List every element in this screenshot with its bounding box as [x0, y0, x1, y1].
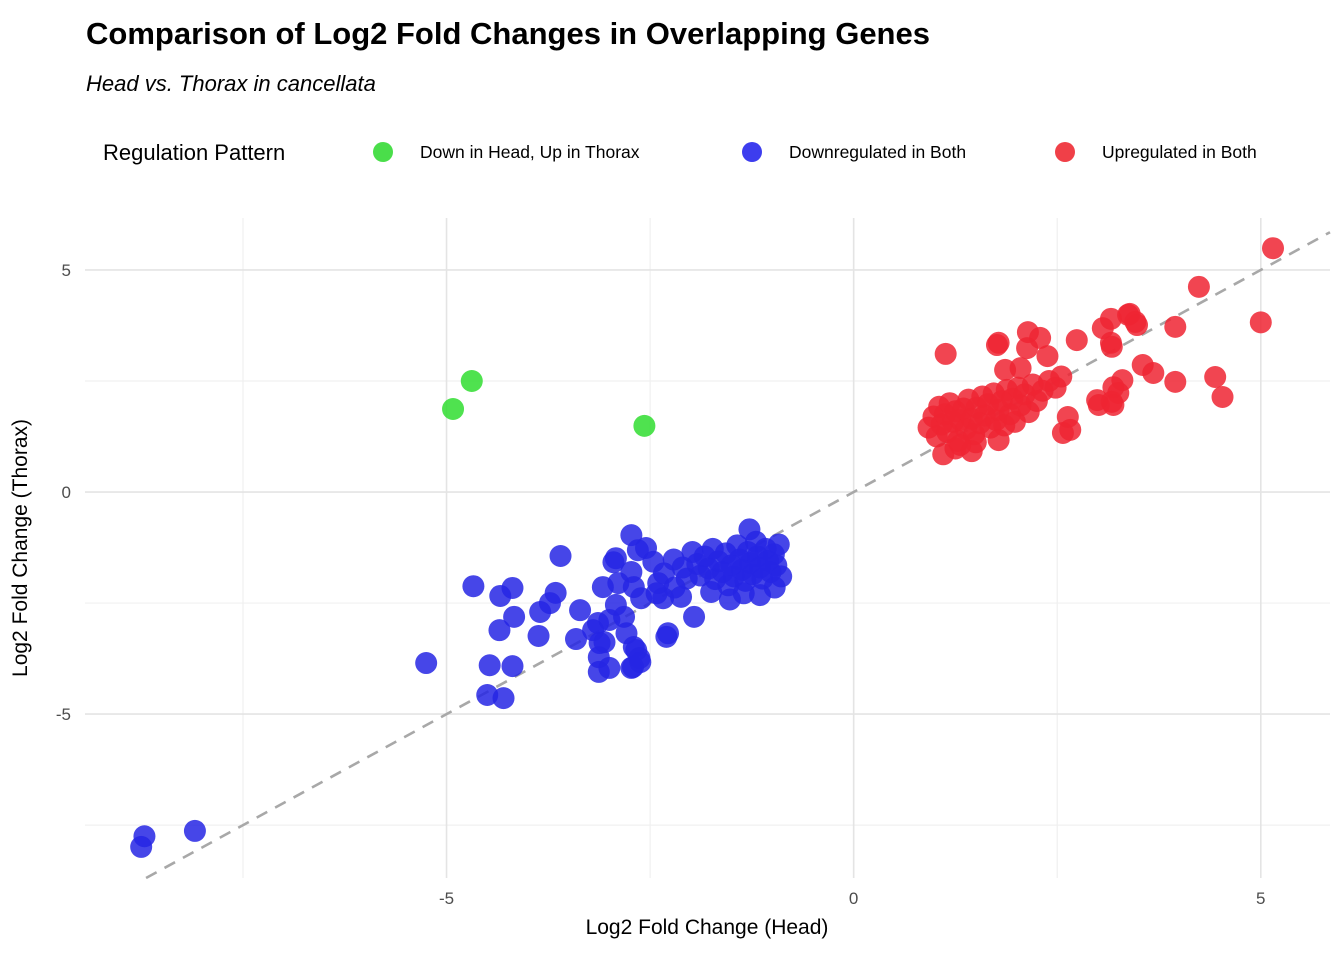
data-point [604, 547, 627, 570]
data-point [569, 599, 592, 622]
legend-item-upregulated-both[interactable]: Upregulated in Both [1055, 142, 1257, 162]
data-point [663, 576, 686, 599]
data-point [1100, 335, 1123, 358]
data-point [1051, 421, 1074, 444]
series-upregulated-in-both [917, 237, 1285, 466]
data-point [1164, 370, 1187, 393]
data-point [1204, 366, 1227, 389]
data-point [442, 397, 465, 420]
y-tick-label: -5 [56, 705, 71, 724]
legend-item-label: Upregulated in Both [1102, 142, 1257, 162]
data-point [503, 605, 526, 628]
data-point [488, 619, 511, 642]
data-point [476, 684, 499, 707]
data-point [478, 654, 501, 677]
data-point [415, 652, 438, 675]
data-point [613, 605, 636, 628]
data-point [1211, 385, 1234, 408]
data-point [1249, 311, 1272, 334]
data-point [492, 687, 515, 710]
legend: Regulation Pattern Down in Head, Up in T… [103, 140, 1257, 165]
data-point [1124, 310, 1147, 333]
legend-dot-blue-icon [742, 142, 762, 162]
data-point [985, 334, 1008, 357]
x-tick-label: -5 [439, 889, 454, 908]
series-downregulated-in-both [130, 518, 793, 858]
page-title: Comparison of Log2 Fold Changes in Overl… [86, 16, 930, 51]
data-point [1009, 357, 1032, 380]
data-point [1036, 345, 1059, 368]
data-point [934, 342, 957, 365]
data-point [501, 655, 524, 678]
data-point [621, 656, 644, 679]
x-axis-title: Log2 Fold Change (Head) [586, 916, 829, 939]
data-point [598, 656, 621, 679]
y-tick-label: 5 [62, 261, 71, 280]
data-point [1187, 275, 1210, 298]
data-point [683, 605, 706, 628]
data-point [1164, 315, 1187, 338]
data-point [767, 533, 790, 556]
data-point [1099, 307, 1122, 330]
data-point [183, 819, 206, 842]
legend-item-label: Down in Head, Up in Thorax [420, 142, 640, 162]
y-axis-title: Log2 Fold Change (Thorax) [9, 419, 32, 677]
x-tick-label: 0 [849, 889, 858, 908]
series-down-in-head-up-in-thorax [442, 370, 656, 437]
data-point [738, 518, 761, 541]
data-point [1016, 321, 1039, 344]
data-point [645, 582, 668, 605]
data-point [633, 414, 656, 437]
data-point [1065, 329, 1088, 352]
data-point [960, 440, 983, 463]
legend-item-downregulated-both[interactable]: Downregulated in Both [742, 142, 966, 162]
data-point [460, 370, 483, 393]
data-point [749, 584, 772, 607]
x-axis-tick-labels: -5 0 5 [439, 889, 1266, 908]
data-point [527, 624, 550, 647]
data-point [932, 443, 955, 466]
legend-dot-red-icon [1055, 142, 1075, 162]
data-point [462, 575, 485, 598]
data-point [1262, 237, 1285, 260]
data-point [700, 580, 723, 603]
data-point [1100, 390, 1123, 413]
plot-panel [85, 218, 1331, 880]
data-point [544, 581, 567, 604]
data-point [1050, 365, 1073, 388]
legend-title: Regulation Pattern [103, 140, 285, 165]
data-point [1016, 337, 1039, 360]
data-point [1142, 362, 1165, 385]
y-tick-label: 0 [62, 483, 71, 502]
legend-item-down-head-up-thorax[interactable]: Down in Head, Up in Thorax [373, 142, 640, 162]
legend-item-label: Downregulated in Both [789, 142, 966, 162]
y-axis-tick-labels: -5 0 5 [56, 261, 71, 724]
data-point [655, 625, 678, 648]
data-point [133, 825, 156, 848]
x-tick-label: 5 [1256, 889, 1265, 908]
page-subtitle: Head vs. Thorax in cancellata [86, 71, 376, 96]
data-point [549, 544, 572, 567]
data-point [718, 588, 741, 611]
data-point [564, 628, 587, 651]
data-point [501, 576, 524, 599]
legend-dot-green-icon [373, 142, 393, 162]
